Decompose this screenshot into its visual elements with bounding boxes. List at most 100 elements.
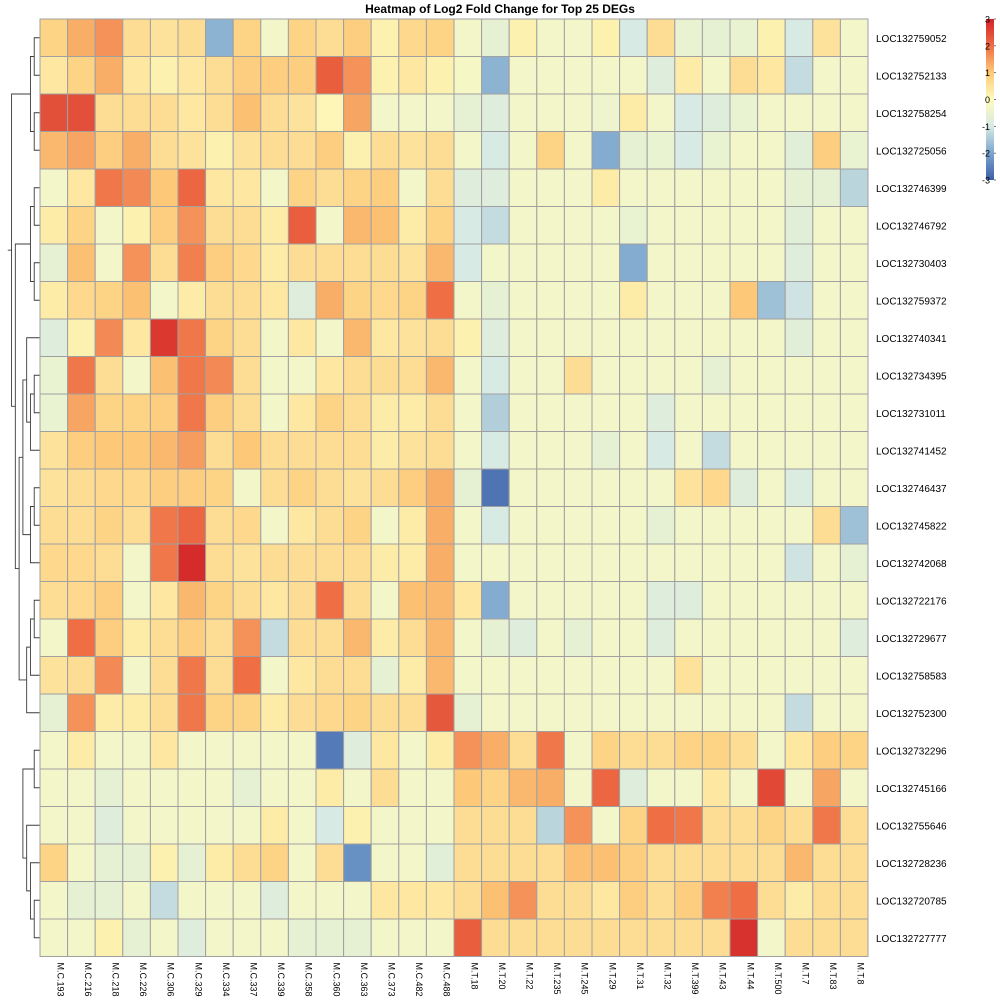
- heatmap-cell: [232, 281, 262, 320]
- heatmap-cell: [260, 506, 289, 545]
- heatmap-cell: [260, 168, 289, 207]
- heatmap-cell: [149, 843, 179, 882]
- heatmap-cell: [784, 693, 814, 732]
- heatmap-cell: [343, 168, 372, 207]
- heatmap-cell: [591, 168, 621, 207]
- heatmap-cell: [67, 356, 96, 395]
- heatmap-cell: [563, 18, 593, 57]
- heatmap-cell: [149, 806, 179, 845]
- heatmap-cell: [370, 768, 400, 807]
- column-label: M.C.373: [387, 963, 397, 997]
- heatmap-cell: [481, 356, 510, 395]
- heatmap-cell: [149, 881, 179, 920]
- heatmap-cell: [67, 918, 96, 957]
- heatmap-cell: [425, 393, 455, 432]
- heatmap-cell: [646, 543, 676, 582]
- heatmap-cell: [674, 918, 703, 957]
- heatmap-cell: [812, 131, 841, 170]
- heatmap-cell: [508, 431, 538, 470]
- heatmap-cell: [674, 656, 703, 695]
- heatmap-cell: [839, 468, 869, 507]
- heatmap-cell: [260, 93, 289, 132]
- heatmap-cell: [398, 243, 427, 282]
- heatmap-cell: [398, 843, 427, 882]
- heatmap-cell: [149, 431, 179, 470]
- heatmap-cell: [784, 843, 814, 882]
- heatmap-cell: [563, 356, 593, 395]
- heatmap-cell: [839, 768, 869, 807]
- heatmap-cell: [591, 93, 621, 132]
- heatmap-cell: [784, 806, 814, 845]
- heatmap-cell: [398, 356, 427, 395]
- heatmap-cell: [343, 93, 372, 132]
- heatmap-cell: [370, 18, 400, 57]
- heatmap-cell: [39, 731, 69, 770]
- heatmap-cell: [674, 93, 703, 132]
- heatmap-cell: [205, 18, 234, 57]
- heatmap-cell: [94, 131, 124, 170]
- heatmap-cell: [508, 18, 538, 57]
- chart-title: Heatmap of Log2 Fold Change for Top 25 D…: [365, 2, 635, 16]
- heatmap-cell: [260, 918, 289, 957]
- heatmap-cell: [122, 693, 151, 732]
- column-label: M.C.218: [111, 963, 121, 997]
- heatmap-cell: [343, 543, 372, 582]
- heatmap-cell: [784, 393, 814, 432]
- heatmap-cell: [343, 581, 372, 620]
- heatmap-cell: [343, 468, 372, 507]
- heatmap-cell: [343, 131, 372, 170]
- heatmap-cell: [315, 881, 345, 920]
- column-label: M.C.306: [166, 963, 176, 997]
- heatmap-cell: [67, 206, 96, 245]
- heatmap-cell: [729, 581, 759, 620]
- heatmap-cell: [67, 56, 96, 95]
- heatmap-cell: [205, 806, 234, 845]
- legend-tick-label: -2: [982, 149, 990, 159]
- heatmap-cell: [370, 168, 400, 207]
- heatmap-cell: [646, 356, 676, 395]
- heatmap-cell: [122, 731, 151, 770]
- heatmap-cell: [232, 393, 262, 432]
- heatmap-cell: [39, 843, 69, 882]
- heatmap-cell: [646, 506, 676, 545]
- heatmap-cell: [839, 243, 869, 282]
- heatmap-cell: [39, 881, 69, 920]
- heatmap-cell: [481, 881, 510, 920]
- heatmap-cell: [674, 843, 703, 882]
- heatmap-cell: [122, 543, 151, 582]
- heatmap-cell: [205, 243, 234, 282]
- heatmap-cell: [839, 881, 869, 920]
- heatmap-cell: [674, 206, 703, 245]
- heatmap-cell: [149, 693, 179, 732]
- heatmap-cell: [619, 918, 648, 957]
- heatmap-cell: [508, 693, 538, 732]
- heatmap-cell: [536, 318, 565, 357]
- heatmap-cell: [701, 506, 731, 545]
- heatmap-cell: [315, 281, 345, 320]
- heatmap-cell: [67, 543, 96, 582]
- heatmap-cell: [729, 356, 759, 395]
- heatmap-cell: [39, 431, 69, 470]
- heatmap-cell: [701, 93, 731, 132]
- heatmap-cell: [398, 506, 427, 545]
- heatmap-cell: [177, 768, 207, 807]
- heatmap-cell: [619, 131, 648, 170]
- column-label: M.T.43: [718, 963, 728, 990]
- heatmap-cell: [757, 393, 786, 432]
- heatmap-cell: [619, 543, 648, 582]
- row-label: LOC132752300: [876, 709, 947, 720]
- heatmap-cell: [591, 318, 621, 357]
- heatmap-cell: [481, 318, 510, 357]
- heatmap-cell: [591, 468, 621, 507]
- heatmap-cell: [839, 131, 869, 170]
- heatmap-cell: [39, 618, 69, 657]
- heatmap-cell: [812, 581, 841, 620]
- heatmap-cell: [425, 693, 455, 732]
- heatmap-cell: [287, 93, 317, 132]
- heatmap-cell: [149, 543, 179, 582]
- heatmap-cell: [122, 768, 151, 807]
- heatmap-cell: [287, 468, 317, 507]
- heatmap-cell: [149, 468, 179, 507]
- heatmap-cell: [729, 843, 759, 882]
- heatmap-cell: [149, 168, 179, 207]
